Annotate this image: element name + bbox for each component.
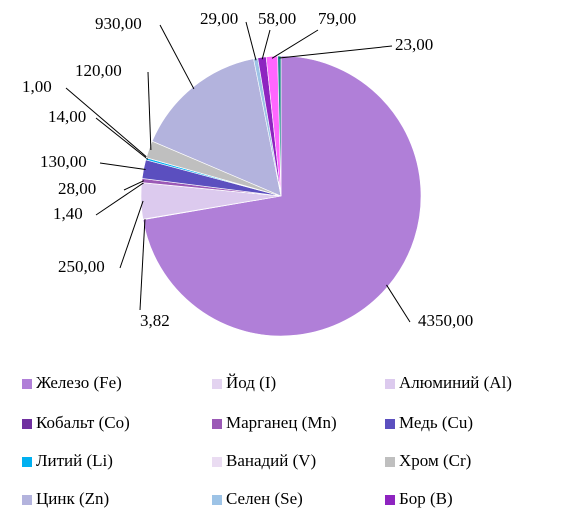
legend-label: Марганец (Mn) (226, 413, 337, 432)
leader-line (139, 219, 146, 311)
legend-label: Цинк (Zn) (36, 489, 109, 508)
leader-line (123, 180, 145, 191)
leader-line (261, 29, 271, 60)
leader-line (95, 182, 144, 216)
legend-label: Йод (I) (226, 373, 276, 392)
data-label: 58,00 (258, 9, 296, 28)
leader-line (65, 87, 149, 159)
legend-label: Селен (Se) (226, 489, 303, 508)
legend-swatch (385, 495, 395, 505)
pie-slice (142, 55, 422, 337)
legend-swatch (212, 457, 222, 467)
data-label: 23,00 (395, 35, 433, 54)
legend-label: Кобальт (Co) (36, 413, 130, 432)
legend-swatch (385, 457, 395, 467)
legend-swatch (22, 457, 32, 467)
legend-label: Алюминий (Al) (399, 373, 512, 392)
legend-label: Бор (B) (399, 489, 453, 508)
data-label: 3,82 (140, 311, 170, 330)
legend-swatch (212, 495, 222, 505)
leader-line (119, 200, 144, 269)
leader-line (279, 45, 393, 59)
data-label: 4350,00 (418, 311, 473, 330)
legend-label: Литий (Li) (36, 451, 113, 470)
leader-line (159, 24, 195, 90)
legend-swatch (22, 419, 32, 429)
legend-swatch (22, 379, 32, 389)
legend-swatch (385, 419, 395, 429)
legend-label: Железо (Fe) (36, 373, 122, 392)
data-label: 930,00 (95, 14, 142, 33)
legend-label: Медь (Cu) (399, 413, 473, 432)
leader-line (245, 21, 257, 61)
data-label: 130,00 (40, 152, 87, 171)
pie-slice (277, 55, 282, 197)
leader-line (271, 29, 319, 59)
legend-swatch (212, 379, 222, 389)
data-label: 79,00 (318, 9, 356, 28)
leader-line (147, 71, 152, 151)
legend-swatch (212, 419, 222, 429)
data-label: 1,40 (53, 204, 83, 223)
leader-line (386, 284, 411, 323)
data-label: 28,00 (58, 179, 96, 198)
leader-line (99, 162, 146, 170)
legend-label: Ванадий (V) (226, 451, 316, 470)
data-label: 250,00 (58, 257, 105, 276)
data-label: 1,00 (22, 77, 52, 96)
data-label: 120,00 (75, 61, 122, 80)
data-label: 29,00 (200, 9, 238, 28)
legend-label: Хром (Cr) (399, 451, 471, 470)
data-label: 14,00 (48, 107, 86, 126)
legend-swatch (22, 495, 32, 505)
legend-swatch (385, 379, 395, 389)
leader-line (95, 117, 149, 160)
